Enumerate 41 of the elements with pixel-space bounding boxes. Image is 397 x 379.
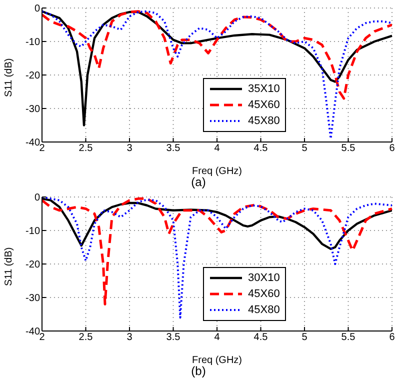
x-tick-label: 6 bbox=[389, 143, 396, 154]
x-tick-label: 6 bbox=[389, 332, 396, 344]
x-tick-label: 2.5 bbox=[78, 332, 94, 344]
x-tick-label: 3 bbox=[126, 332, 133, 344]
legend-label: 45X60 bbox=[248, 288, 280, 300]
x-tick-label: 2 bbox=[39, 332, 46, 344]
legend-label: 45X60 bbox=[248, 99, 280, 111]
y-tick-label: -40 bbox=[26, 326, 40, 338]
x-tick-label: 5.5 bbox=[341, 332, 356, 344]
line-series bbox=[42, 10, 392, 100]
x-tick-label: 3.5 bbox=[166, 332, 181, 344]
x-tick-label: 5 bbox=[302, 143, 308, 154]
x-tick-label: 3.5 bbox=[166, 143, 181, 154]
x-tick-label: 2.5 bbox=[78, 143, 94, 154]
x-axis-title: Freq (GHz) bbox=[192, 166, 242, 177]
x-tick-label: 4 bbox=[214, 143, 220, 154]
x-tick-label: 4.5 bbox=[254, 143, 268, 154]
legend-label: 35X10 bbox=[248, 83, 280, 95]
x-tick-label: 2 bbox=[39, 143, 46, 154]
y-tick-label: -30 bbox=[26, 293, 40, 304]
text: (b) bbox=[190, 364, 206, 378]
x-tick-label: 4 bbox=[214, 332, 220, 344]
y-tick-label: -20 bbox=[26, 70, 40, 82]
y-axis-title: S11 (dB) bbox=[4, 58, 15, 97]
y-tick-label: 0 bbox=[34, 192, 40, 204]
x-axis-title: Freq (GHz) bbox=[192, 355, 242, 366]
y-tick-label: -20 bbox=[26, 260, 40, 271]
y-tick-label: -10 bbox=[26, 226, 40, 238]
x-tick-label: 3 bbox=[126, 143, 133, 154]
text: (a) bbox=[190, 175, 206, 189]
y-tick-label: -10 bbox=[26, 37, 40, 48]
y-axis-title: S11 (dB) bbox=[4, 247, 15, 286]
y-tick-label: 0 bbox=[34, 4, 40, 15]
legend-label: 30X10 bbox=[248, 272, 280, 284]
x-tick-label: 4.5 bbox=[254, 332, 268, 344]
x-tick-label: 5 bbox=[302, 332, 308, 344]
legend-label: 45X80 bbox=[248, 304, 280, 316]
y-tick-label: -40 bbox=[26, 138, 40, 149]
legend-label: 45X80 bbox=[248, 115, 280, 127]
y-tick-label: -30 bbox=[26, 104, 40, 116]
x-tick-label: 5.5 bbox=[341, 143, 356, 154]
